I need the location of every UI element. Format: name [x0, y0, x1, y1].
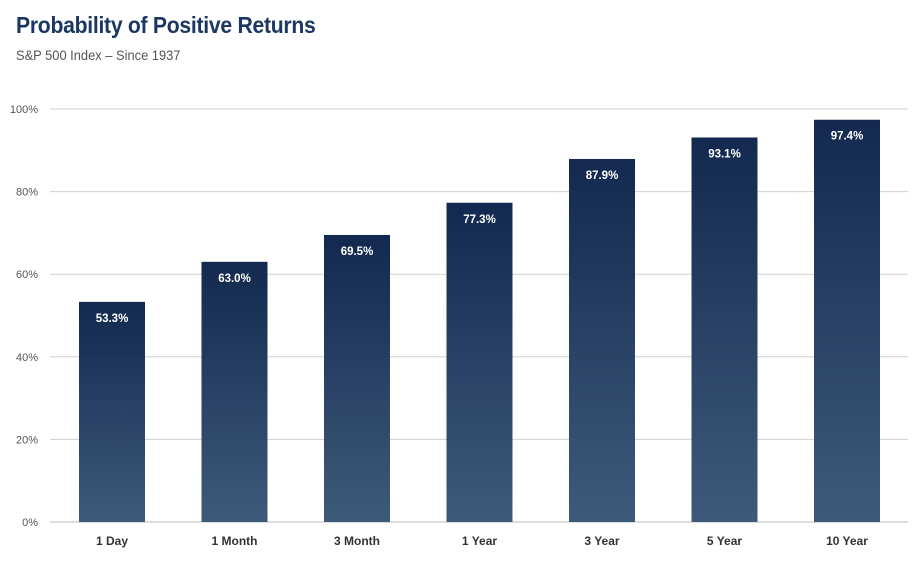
data-label: 63.0%: [218, 273, 251, 285]
data-label: 93.1%: [708, 148, 741, 160]
y-tick-label: 80%: [16, 187, 38, 199]
y-tick-label: 0%: [22, 517, 38, 529]
data-labels: 53.3% 63.0% 69.5% 77.3% 87.9% 93.1% 97.4%: [96, 131, 864, 325]
bar: [201, 261, 268, 522]
data-label: 69.5%: [341, 246, 374, 258]
chart-title: Probability of Positive Returns: [16, 12, 316, 38]
bar: [79, 301, 145, 522]
y-tick-label: 40%: [16, 352, 38, 364]
x-tick-label: 1 Day: [96, 534, 128, 548]
bar: [446, 202, 513, 522]
y-axis-ticks: 0% 20% 40% 60% 80% 100%: [10, 104, 38, 529]
bar: [324, 234, 390, 522]
data-label: 97.4%: [831, 131, 864, 143]
x-tick-label: 3 Month: [334, 534, 380, 548]
bar: [691, 137, 758, 522]
bar: [814, 119, 880, 522]
x-tick-label: 10 Year: [826, 534, 868, 548]
y-tick-label: 60%: [16, 269, 38, 281]
x-tick-label: 5 Year: [707, 534, 742, 548]
y-tick-label: 20%: [16, 434, 38, 446]
x-tick-label: 1 Year: [462, 534, 497, 548]
x-axis-categories: 1 Day 1 Month 3 Month 1 Year 3 Year 5 Year 10 …: [96, 534, 868, 548]
data-label: 87.9%: [586, 170, 619, 182]
bars: [79, 119, 880, 522]
bar: [569, 158, 635, 522]
data-label: 77.3%: [463, 214, 496, 226]
x-tick-label: 1 Month: [212, 534, 258, 548]
y-tick-label: 100%: [10, 104, 38, 116]
x-tick-label: 3 Year: [584, 534, 619, 548]
data-label: 53.3%: [96, 313, 129, 325]
chart-subtitle: S&P 500 Index – Since 1937: [16, 47, 181, 63]
